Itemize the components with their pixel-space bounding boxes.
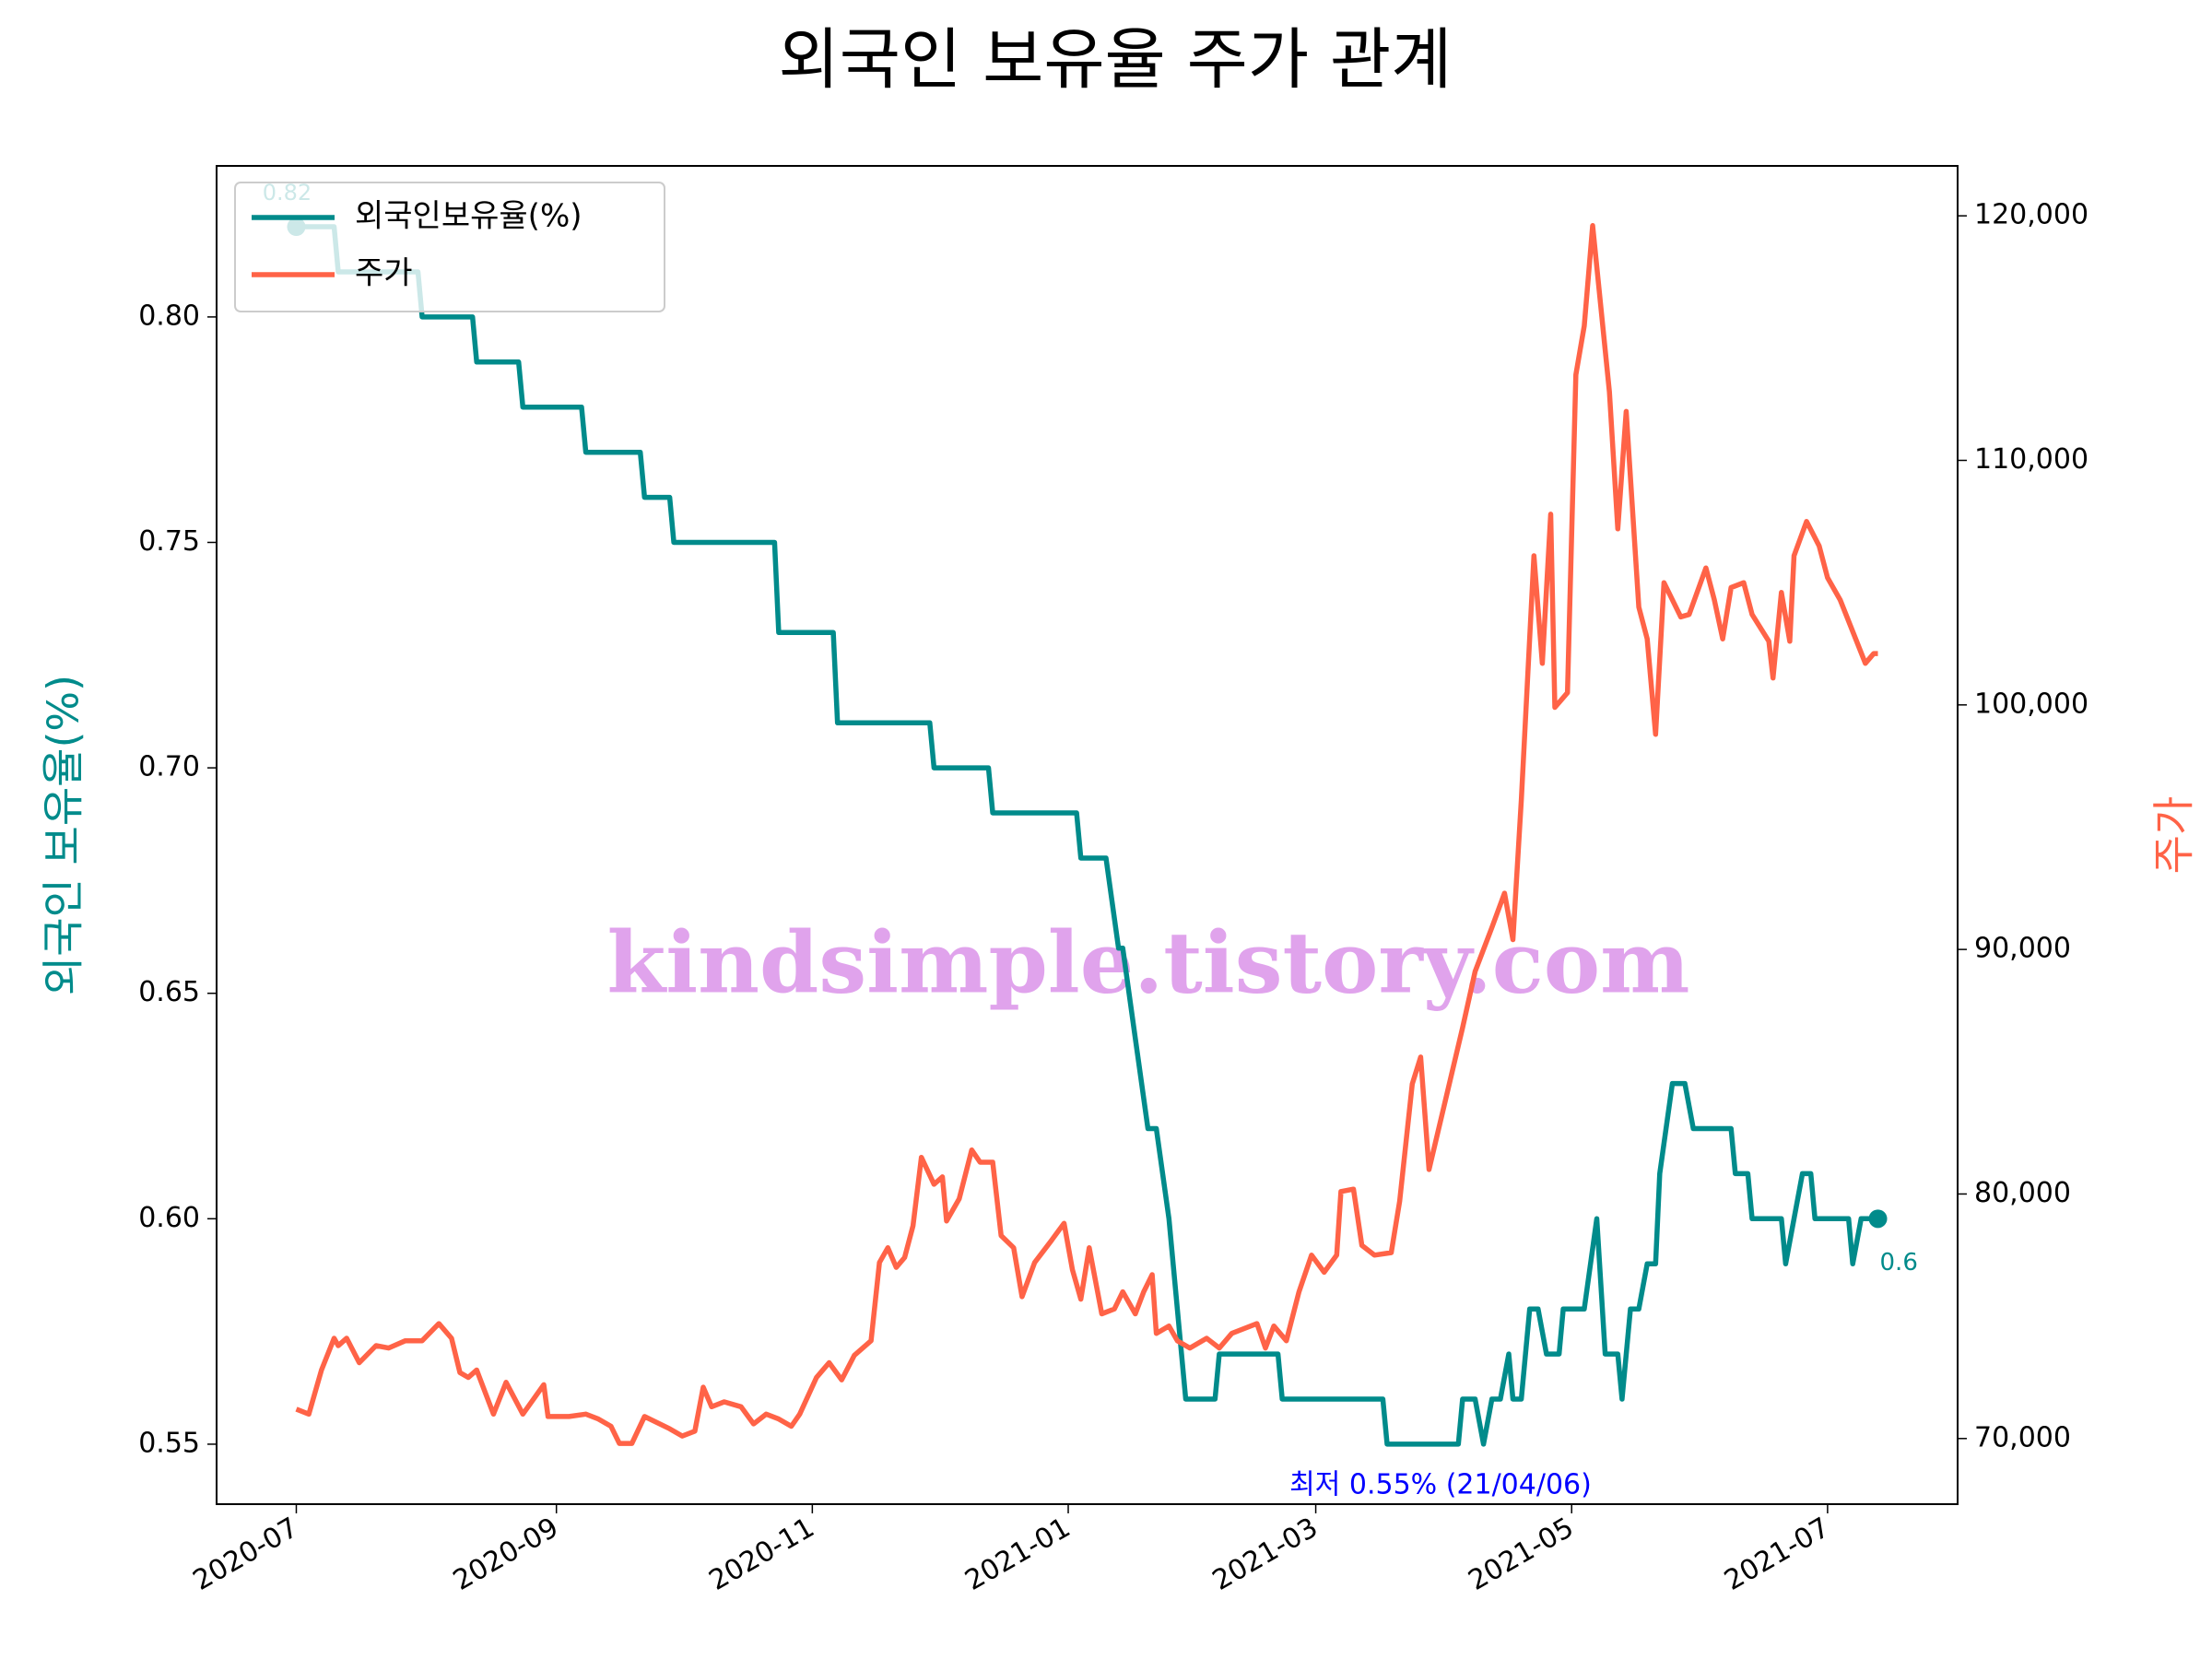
y-tick-label: 0.65 [138,976,200,1008]
y-tick-label: 0.70 [138,751,200,783]
y-axis-label: 외국인 보유율(%) [39,675,88,995]
y2-tick-label: 70,000 [1974,1421,2071,1453]
y-tick-label: 0.75 [138,525,200,558]
y2-tick-label: 100,000 [1974,688,2088,720]
y2-tick-label: 90,000 [1974,933,2071,965]
y-tick-label: 0.55 [138,1427,200,1459]
y2-axis-label: 주가 [2149,796,2199,875]
legend-label: 외국인보유율(%) [355,198,582,235]
watermark: kindsimple.tistory.com [606,913,1689,1013]
plot-frame [216,165,1959,1505]
annotation: 최저 0.55% (21/04/06) [1289,1469,1592,1501]
legend-label: 주가 [355,255,413,292]
y-tick-label: 0.60 [138,1202,200,1234]
y2-tick-label: 80,000 [1974,1177,2071,1209]
legend-box [234,182,665,312]
y2-tick-label: 110,000 [1974,443,2088,476]
series-line [296,224,1878,1447]
series-line [295,223,1878,1446]
y2-tick-label: 120,000 [1974,199,2088,231]
chart-title: 외국인 보유율 주가 관계 [778,21,1452,99]
y-tick-label: 0.80 [138,300,200,332]
end-point [1868,1209,1888,1229]
annotation: 0.6 [1880,1249,1918,1277]
